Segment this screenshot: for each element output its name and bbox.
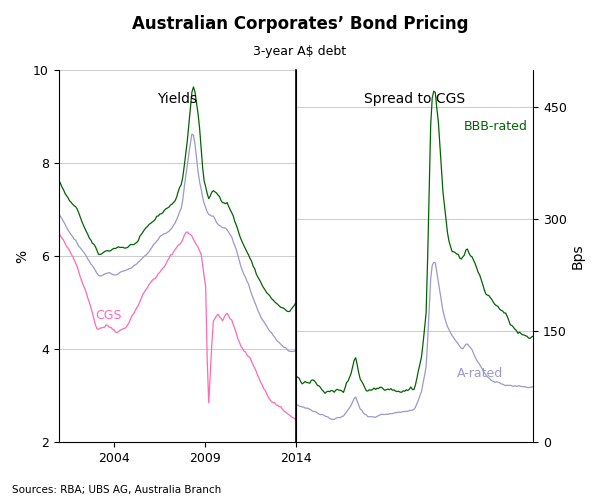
Text: Sources: RBA; UBS AG, Australia Branch: Sources: RBA; UBS AG, Australia Branch bbox=[12, 485, 221, 495]
Text: BBB-rated: BBB-rated bbox=[464, 120, 528, 132]
Text: Yields: Yields bbox=[157, 92, 197, 106]
Text: 3-year A$ debt: 3-year A$ debt bbox=[253, 45, 347, 58]
Y-axis label: Bps: Bps bbox=[571, 244, 585, 269]
Text: Spread to CGS: Spread to CGS bbox=[364, 92, 465, 106]
Text: Australian Corporates’ Bond Pricing: Australian Corporates’ Bond Pricing bbox=[132, 15, 468, 33]
Text: A-rated: A-rated bbox=[457, 367, 503, 380]
Y-axis label: %: % bbox=[15, 250, 29, 262]
Text: CGS: CGS bbox=[95, 309, 122, 322]
